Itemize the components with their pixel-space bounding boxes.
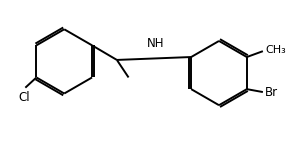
Text: Cl: Cl (18, 91, 30, 104)
Text: NH: NH (147, 37, 164, 50)
Text: CH₃: CH₃ (265, 45, 286, 55)
Text: Br: Br (265, 86, 278, 98)
